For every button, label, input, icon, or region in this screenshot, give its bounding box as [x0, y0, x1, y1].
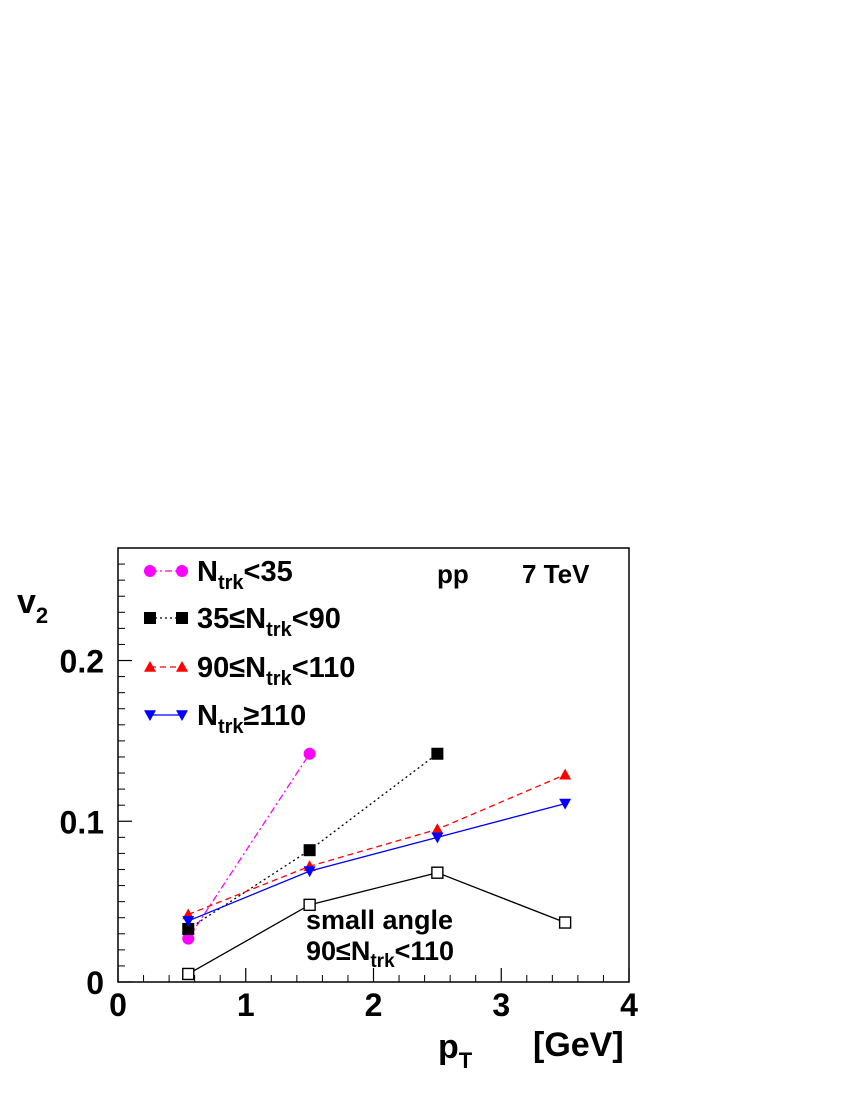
series-s4: [182, 798, 572, 927]
legend-label: Ntrk<35: [197, 556, 293, 594]
legend-marker: [176, 612, 188, 624]
data-point: [182, 922, 195, 935]
series-s3: [182, 768, 572, 920]
legend-marker: [176, 710, 188, 721]
annotation-line-1: small angle: [306, 905, 453, 935]
data-point: [303, 747, 316, 760]
energy-label: 7 TeV: [522, 559, 590, 589]
legend-entry: Ntrk<35: [144, 556, 293, 594]
data-point: [431, 747, 444, 760]
data-point: [182, 932, 195, 945]
data-point: [303, 898, 316, 912]
data-point: [431, 832, 444, 844]
legend-entry: 90≤Ntrk<110: [144, 652, 355, 690]
legend: Ntrk<35 35≤Ntrk<90 90≤Ntrk<110 Ntrk≥110: [144, 556, 355, 738]
x-axis-title: pT: [438, 1028, 473, 1073]
series-line: [187, 872, 566, 975]
legend-marker: [144, 565, 156, 577]
collision-system-label: pp: [437, 559, 469, 589]
y-tick-label: 0.1: [60, 804, 104, 840]
x-tick-label: 3: [492, 987, 510, 1023]
series-s1: [182, 747, 316, 945]
legend-marker: [144, 710, 156, 721]
series-line: [188, 774, 566, 916]
data-point: [558, 916, 572, 929]
x-tick-label: 0: [109, 987, 127, 1023]
annotation-line-2: 90≤Ntrk<110: [306, 936, 454, 972]
data-point: [182, 916, 195, 927]
legend-label: 35≤Ntrk<90: [197, 603, 341, 641]
x-axis-unit: [GeV]: [533, 1026, 624, 1064]
legend-label: Ntrk≥110: [197, 700, 306, 738]
x-tick-label: 4: [620, 987, 638, 1023]
series-line: [188, 802, 566, 922]
y-tick-label: 0: [86, 965, 104, 1001]
series-line: [187, 753, 438, 930]
legend-marker: [176, 661, 188, 672]
data-point: [431, 866, 444, 879]
data-point: [431, 823, 444, 835]
legend-marker: [144, 661, 156, 672]
data-point: [559, 768, 572, 780]
y-tick-label: 0.2: [60, 644, 104, 680]
y-axis: 0 0.1 0.2: [60, 547, 132, 1001]
series-layer: [182, 747, 572, 981]
series-s2: [182, 747, 444, 935]
x-tick-label: 1: [237, 987, 255, 1023]
data-point: [303, 844, 316, 857]
data-point: [559, 798, 572, 810]
legend-marker: [144, 612, 156, 624]
legend-entry: 35≤Ntrk<90: [144, 603, 341, 641]
x-tick-label: 2: [365, 987, 383, 1023]
series-s5: [182, 866, 572, 981]
legend-marker: [176, 565, 188, 577]
data-point: [303, 866, 316, 878]
data-point: [182, 967, 195, 981]
y-axis-title: v2: [17, 583, 48, 628]
series-line: [187, 753, 311, 939]
legend-entry: Ntrk≥110: [144, 700, 306, 738]
x-axis: 0 1 2 3 4: [109, 968, 638, 1023]
legend-label: 90≤Ntrk<110: [197, 652, 355, 690]
